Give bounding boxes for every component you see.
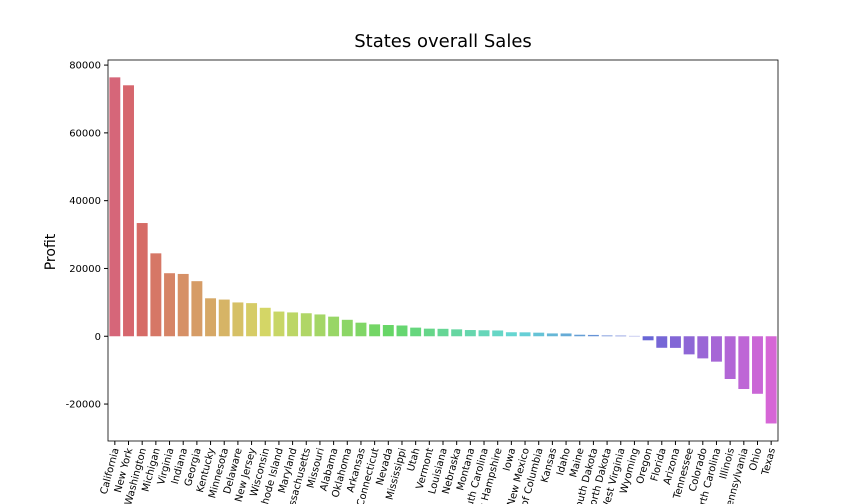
- bar: [451, 329, 463, 337]
- bar: [287, 312, 299, 337]
- bar: [164, 273, 175, 337]
- bar: [505, 332, 517, 337]
- y-tick-label: 60000: [69, 128, 101, 139]
- bar: [150, 253, 162, 337]
- bar: [711, 336, 722, 362]
- bar: [136, 223, 148, 337]
- bar: [533, 332, 545, 337]
- bar: [642, 336, 654, 341]
- axes-frame: [107, 59, 779, 442]
- bar: [218, 299, 230, 337]
- bar: [410, 327, 422, 337]
- bar: [546, 333, 558, 337]
- bar: [560, 333, 572, 337]
- y-tick-label: 80000: [69, 61, 101, 72]
- bar: [205, 298, 217, 337]
- bar: [752, 336, 763, 394]
- bar: [328, 316, 340, 337]
- bar: [246, 303, 258, 337]
- bar: [300, 313, 312, 337]
- bar: [765, 336, 777, 424]
- bar: [656, 336, 668, 348]
- y-tick-label: -20000: [66, 400, 101, 411]
- bar: [355, 322, 367, 337]
- y-tick-label: 20000: [69, 264, 101, 275]
- bar: [396, 325, 408, 337]
- bar: [669, 336, 681, 348]
- bar: [314, 314, 326, 337]
- bar: [697, 336, 709, 359]
- bar: [232, 302, 244, 337]
- bar: [423, 328, 435, 337]
- bar: [341, 319, 353, 337]
- bar: [191, 281, 203, 337]
- y-tick-label: 0: [95, 332, 101, 343]
- y-tick-label: 40000: [69, 196, 101, 207]
- bar: [724, 336, 736, 379]
- bar: [259, 307, 271, 337]
- y-axis-label: Profit: [43, 233, 59, 270]
- bar: [177, 273, 189, 337]
- bar: [683, 336, 695, 355]
- bar: [492, 330, 504, 337]
- bar: [382, 325, 394, 337]
- bar: [574, 334, 586, 337]
- bar: [478, 330, 490, 337]
- bar: [273, 311, 285, 337]
- bar: [437, 328, 449, 337]
- bar: [615, 335, 627, 337]
- bar: [587, 334, 599, 337]
- bar: [519, 332, 531, 337]
- bar: [123, 85, 134, 337]
- bar: [601, 335, 613, 337]
- bar: [738, 336, 750, 390]
- chart-title: States overall Sales: [354, 31, 532, 52]
- bar: [369, 324, 381, 337]
- bar: [464, 330, 476, 337]
- bar: [109, 77, 121, 337]
